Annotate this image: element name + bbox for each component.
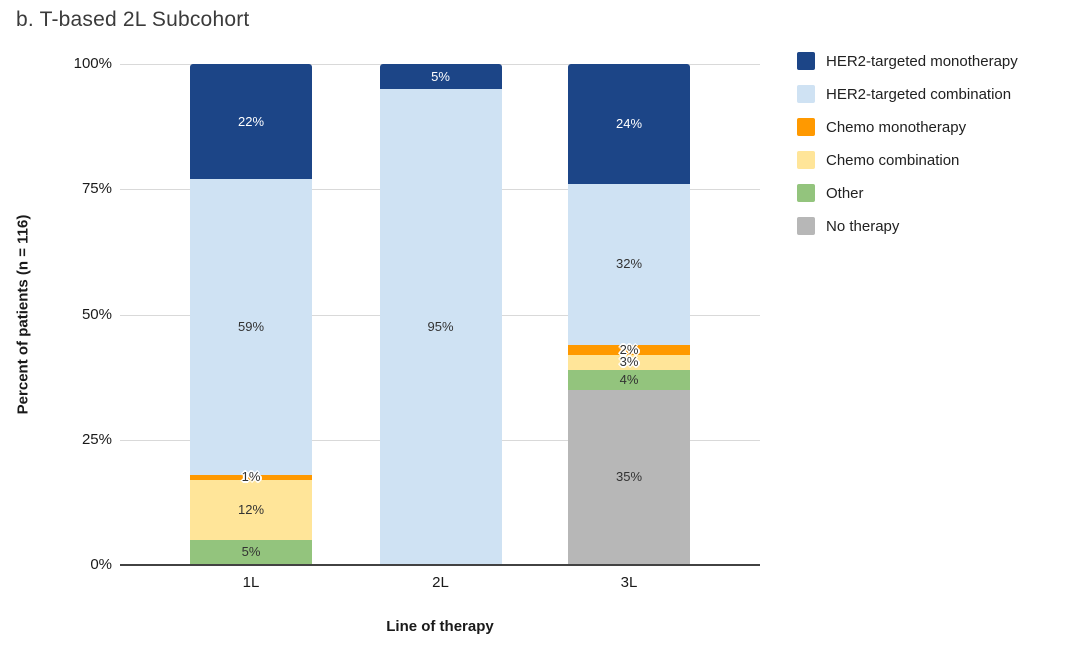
legend-swatch — [797, 217, 815, 235]
bar-segment — [190, 179, 312, 475]
chart-title: b. T-based 2L Subcohort — [16, 8, 250, 31]
legend-label: Other — [826, 184, 864, 202]
bar-segment — [379, 64, 502, 90]
legend-label: HER2-targeted monotherapy — [826, 52, 1018, 70]
segment-value-label: 95% — [427, 319, 454, 335]
legend-swatch — [797, 184, 815, 202]
y-tick-label-100: 100% — [73, 55, 112, 72]
legend: HER2-targeted monotherapy HER2-targeted c… — [797, 52, 1018, 235]
bar-segment — [379, 89, 502, 565]
segment-value-label: 22% — [237, 113, 265, 129]
legend-item: Chemo combination — [797, 151, 1018, 169]
legend-label: No therapy — [826, 217, 900, 235]
y-tick-label-25: 25% — [81, 430, 112, 448]
bar-segment — [190, 64, 312, 180]
legend-item: HER2-targeted monotherapy — [797, 52, 1018, 70]
bar-segment — [568, 369, 690, 390]
legend-label: Chemo combination — [826, 151, 960, 169]
segment-value-label: 2% — [619, 341, 639, 357]
legend-swatch — [797, 151, 815, 169]
bar-3l: 35% 4% 3% 2% 32% 24% — [568, 64, 690, 565]
segment-value-label: 24% — [615, 116, 643, 132]
legend-item: No therapy — [797, 217, 1018, 235]
segment-value-label: 5% — [241, 544, 261, 560]
bar-segment — [568, 64, 690, 185]
legend-swatch — [797, 118, 815, 136]
legend-swatch — [797, 85, 815, 103]
bar-2l: 95% 5% — [379, 64, 502, 565]
bar-1l: 5% 12% 1% 59% 22% — [190, 64, 312, 565]
legend-swatch — [797, 52, 815, 70]
legend-label: HER2-targeted combination — [826, 85, 1012, 103]
y-axis-title: Percent of patients (n = 116) — [8, 64, 38, 565]
x-tick-label-2l: 2L — [432, 574, 449, 591]
bar-segment — [568, 389, 690, 565]
y-axis-title-text: Percent of patients (n = 116) — [14, 214, 32, 415]
bar-segment — [568, 184, 690, 345]
bar-segment — [190, 539, 312, 565]
legend-item: Chemo monotherapy — [797, 118, 1018, 136]
x-tick-label-1l: 1L — [242, 574, 260, 591]
segment-value-label: 12% — [237, 501, 265, 517]
legend-item: Other — [797, 184, 1018, 202]
segment-value-label: 1% — [241, 469, 261, 485]
y-tick-label-50: 50% — [81, 305, 112, 323]
bar-segment — [190, 474, 312, 480]
legend-label: Chemo monotherapy — [826, 118, 967, 136]
bar-segment — [568, 344, 690, 355]
y-tick-label-0: 0% — [90, 556, 112, 573]
segment-value-label: 32% — [615, 256, 643, 272]
bar-segment — [568, 354, 690, 370]
plot-area: 0% 25% 50% 75% 100% 5% 12% 1% 59% 22% 1L 95% 5% 2L 35%… — [74, 55, 760, 591]
segment-value-label: 35% — [615, 469, 643, 485]
bar-segment — [190, 479, 312, 540]
legend-item: HER2-targeted combination — [797, 85, 1018, 103]
segment-value-label: 4% — [619, 371, 639, 387]
y-tick-label-75: 75% — [81, 180, 112, 198]
segment-value-label: 3% — [619, 354, 639, 370]
x-axis-line — [120, 564, 760, 566]
x-tick-label-3l: 3L — [620, 574, 638, 591]
segment-value-label: 5% — [431, 68, 450, 84]
segment-value-label: 59% — [237, 319, 265, 335]
x-axis-title: Line of therapy — [386, 618, 494, 635]
